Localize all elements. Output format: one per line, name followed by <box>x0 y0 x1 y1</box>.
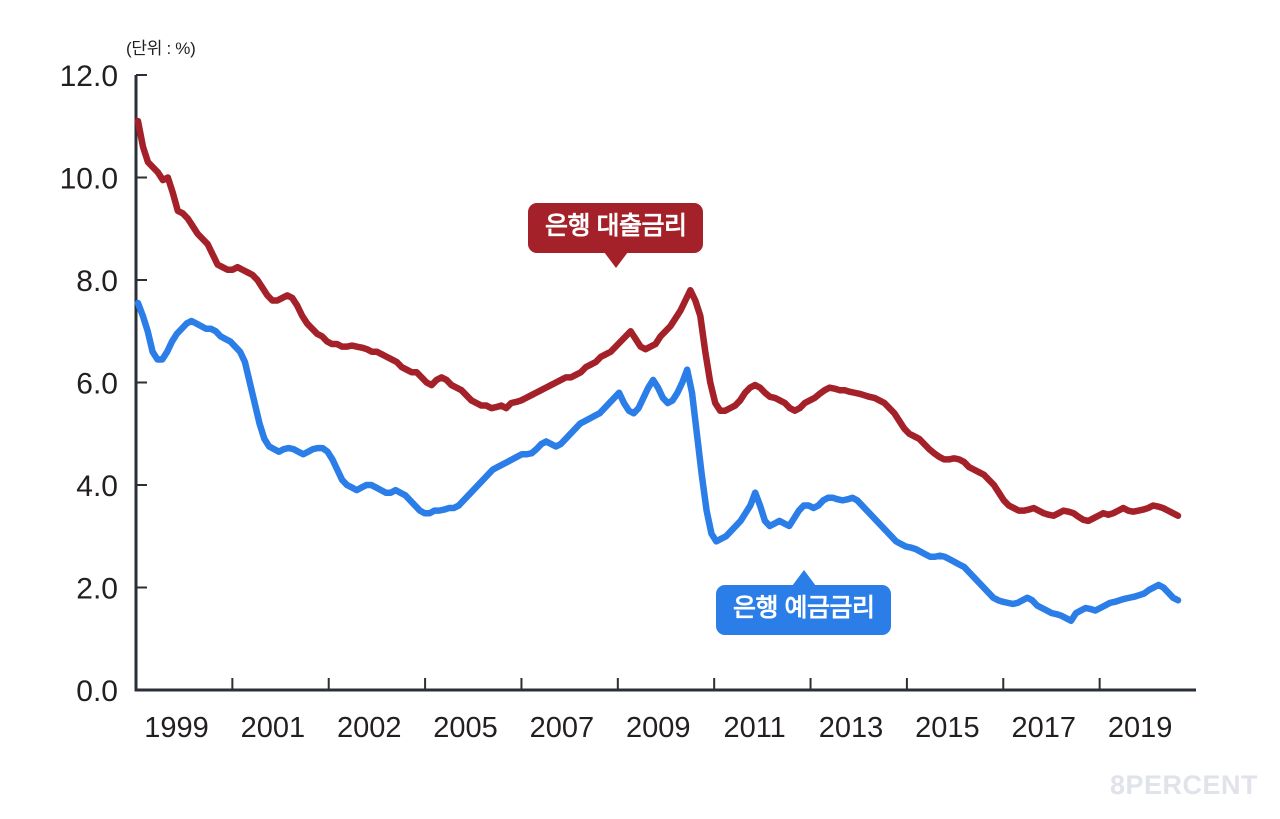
callout-loan-pointer <box>603 251 628 268</box>
callout-deposit-pointer <box>791 570 816 586</box>
callout-deposit-rate[interactable]: 은행 예금금리 <box>716 570 892 635</box>
x-tick-label: 2017 <box>1011 712 1076 744</box>
x-tick-label: 2009 <box>626 712 691 744</box>
series-line-deposit <box>134 299 1182 625</box>
x-tick-label: 1999 <box>144 712 209 744</box>
x-axis-ticks: 1999 2001 2002 2005 2007 2009 2011 2013 2015 2017… <box>144 678 1172 744</box>
y-tick-label: 8.0 <box>76 265 118 298</box>
unit-note: (단위 : %) <box>126 39 196 58</box>
y-tick-label: 0.0 <box>76 675 118 708</box>
x-tick-label: 2015 <box>915 712 980 744</box>
x-tick-label: 2002 <box>337 712 402 744</box>
x-tick-label: 2013 <box>819 712 884 744</box>
y-tick-label: 10.0 <box>60 163 118 196</box>
x-tick-label: 2007 <box>530 712 595 744</box>
y-tick-label: 2.0 <box>76 573 118 606</box>
x-tick-label: 2001 <box>241 712 306 744</box>
x-tick-label: 2011 <box>723 712 785 744</box>
brand-watermark: 8PERCENT <box>1109 770 1258 800</box>
callout-loan-rate[interactable]: 은행 대출금리 <box>528 203 704 268</box>
y-axis-ticks: 0.0 2.0 4.0 6.0 8.0 10.0 12.0 <box>60 60 147 708</box>
callout-loan-label: 은행 대출금리 <box>545 212 687 240</box>
axis-frame <box>134 75 1196 692</box>
x-tick-label: 2019 <box>1108 712 1173 744</box>
x-tick-label: 2005 <box>433 712 498 744</box>
y-tick-label: 4.0 <box>76 470 118 503</box>
callout-deposit-label: 은행 예금금리 <box>733 594 875 622</box>
series-paths <box>134 117 1182 625</box>
y-tick-label: 6.0 <box>76 368 118 401</box>
series-line-loan <box>134 117 1182 525</box>
y-tick-label: 12.0 <box>60 60 118 93</box>
